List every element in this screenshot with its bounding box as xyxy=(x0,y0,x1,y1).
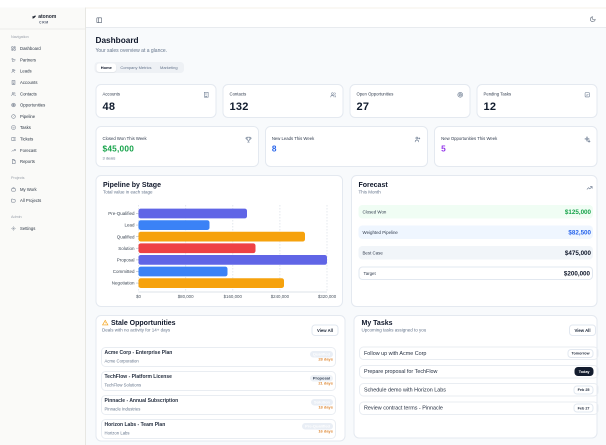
svg-text:Lead: Lead xyxy=(124,223,135,228)
svg-text:Committed: Committed xyxy=(113,269,135,274)
svg-text:Proposal: Proposal xyxy=(117,257,135,262)
svg-text:Pre-Qualified: Pre-Qualified xyxy=(108,211,135,216)
svg-text:$240,000: $240,000 xyxy=(271,294,290,299)
svg-text:Negotiation: Negotiation xyxy=(112,281,135,286)
svg-text:$320,000: $320,000 xyxy=(318,294,337,299)
svg-text:$80,000: $80,000 xyxy=(178,294,194,299)
svg-text:$0: $0 xyxy=(136,294,141,299)
svg-text:$160,000: $160,000 xyxy=(224,294,243,299)
svg-text:Qualified: Qualified xyxy=(117,234,135,239)
svg-text:Solution: Solution xyxy=(118,246,135,251)
